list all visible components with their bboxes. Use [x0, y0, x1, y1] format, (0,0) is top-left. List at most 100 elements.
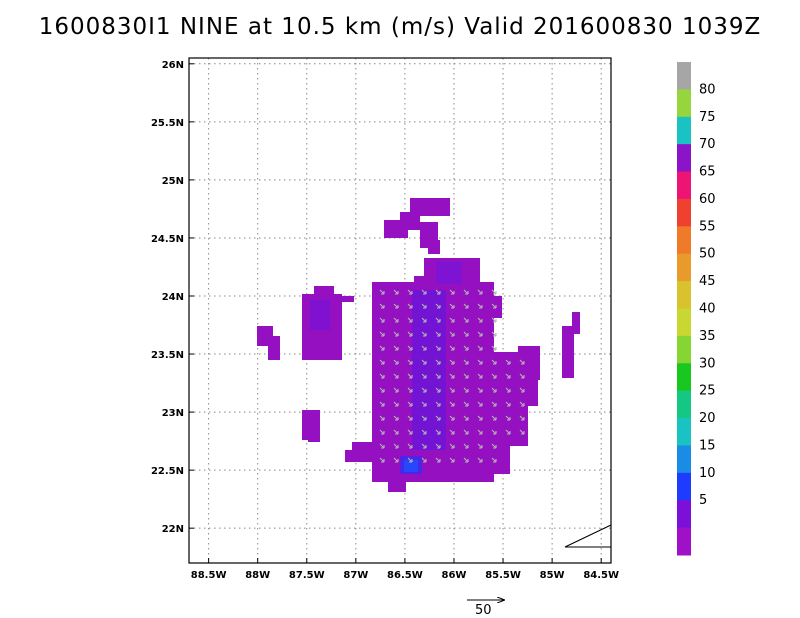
wind-vector [505, 373, 511, 379]
colorbar-swatch [677, 363, 691, 392]
wind-vector [421, 331, 427, 337]
wind-vector [435, 387, 441, 393]
wind-vector [505, 415, 511, 421]
wind-vector [449, 415, 455, 421]
wind-vector [491, 289, 497, 295]
wind-vector [449, 289, 455, 295]
wind-vector [491, 359, 497, 365]
wind-vector [421, 401, 427, 407]
x-tick-label: 84.5W [583, 570, 619, 581]
wind-vector [463, 429, 469, 435]
colorbar-label: 65 [699, 165, 716, 180]
wind-vector [477, 443, 483, 449]
wind-vector [379, 345, 385, 351]
wind-vector [477, 387, 483, 393]
wind-vector [519, 373, 525, 379]
wind-vector [435, 317, 441, 323]
wind-vector [379, 359, 385, 365]
colorbar-label: 15 [699, 438, 716, 453]
x-tick-label: 86W [442, 570, 467, 581]
wind-field-cell [410, 198, 450, 216]
wind-vector [379, 317, 385, 323]
wind-vector [491, 401, 497, 407]
wind-vector [379, 373, 385, 379]
colorbar-label: 20 [699, 411, 716, 426]
wind-vector [463, 443, 469, 449]
wind-vector [505, 387, 511, 393]
wind-field-cell [412, 290, 446, 450]
wind-field-cell [486, 296, 502, 318]
wind-vector [463, 317, 469, 323]
wind-vector [463, 359, 469, 365]
wind-vector [421, 457, 427, 463]
wind-vector [407, 457, 413, 463]
colorbar-swatch [677, 144, 691, 173]
colorbar-swatch [677, 472, 691, 501]
wind-vector [505, 401, 511, 407]
wind-vector [463, 289, 469, 295]
wind-vector [477, 457, 483, 463]
colorbar-swatch [677, 226, 691, 255]
colorbar-label: 45 [699, 274, 716, 289]
colorbar-swatch [677, 116, 691, 145]
wind-vector [463, 303, 469, 309]
x-tick-label: 88W [245, 570, 270, 581]
wind-vector [379, 303, 385, 309]
wind-vector [505, 359, 511, 365]
wind-vector [393, 373, 399, 379]
reference-vector-label: 50 [475, 603, 492, 618]
wind-vector [393, 415, 399, 421]
wind-vector [435, 415, 441, 421]
wind-vector [463, 373, 469, 379]
wind-vector [519, 429, 525, 435]
wind-field [257, 198, 580, 492]
wind-vector [449, 443, 455, 449]
wind-vector [393, 331, 399, 337]
x-tick-label: 87W [343, 570, 368, 581]
wind-vector [477, 289, 483, 295]
y-tick-label: 23.5N [151, 350, 184, 361]
wind-vector [449, 429, 455, 435]
wind-vector [519, 387, 525, 393]
wind-vector [393, 303, 399, 309]
wind-vector [519, 359, 525, 365]
wind-vector [421, 443, 427, 449]
coastline [564, 524, 612, 548]
wind-vector [449, 331, 455, 337]
colorbar-label: 30 [699, 356, 716, 371]
colorbar-swatch [677, 527, 691, 556]
wind-field-cell [268, 336, 280, 360]
colorbar: 80 75 70 65 60 55 50 45 40 35 30 25 20 15 10 5 [677, 62, 716, 556]
chart-title: 1600830I1 NINE at 10.5 km (m/s) Valid 20… [38, 14, 762, 40]
wind-vector [477, 401, 483, 407]
colorbar-swatch [677, 198, 691, 227]
wind-field-cell [388, 478, 406, 492]
wind-vector [379, 331, 385, 337]
wind-field-cell [308, 432, 320, 442]
wind-vector [449, 457, 455, 463]
wind-vector [449, 345, 455, 351]
wind-vector [421, 373, 427, 379]
colorbar-label: 40 [699, 302, 716, 317]
x-tick-label: 88.5W [191, 570, 227, 581]
wind-vector [491, 303, 497, 309]
colorbar-label: 75 [699, 110, 716, 125]
wind-vector [407, 345, 413, 351]
wind-vector [379, 415, 385, 421]
x-tick-label: 87.5W [289, 570, 325, 581]
wind-vector [435, 345, 441, 351]
colorbar-label: 50 [699, 247, 716, 262]
wind-vector [407, 317, 413, 323]
colorbar-swatch [677, 253, 691, 282]
wind-vector [407, 331, 413, 337]
wind-field-cell [340, 296, 354, 302]
wind-field-cell [345, 450, 365, 462]
wind-vector [393, 289, 399, 295]
wind-vector [477, 373, 483, 379]
wind-vector [379, 289, 385, 295]
wind-vector [407, 359, 413, 365]
wind-vector [463, 415, 469, 421]
wind-field-cell [518, 346, 540, 380]
wind-vector [463, 457, 469, 463]
wind-vector [477, 359, 483, 365]
